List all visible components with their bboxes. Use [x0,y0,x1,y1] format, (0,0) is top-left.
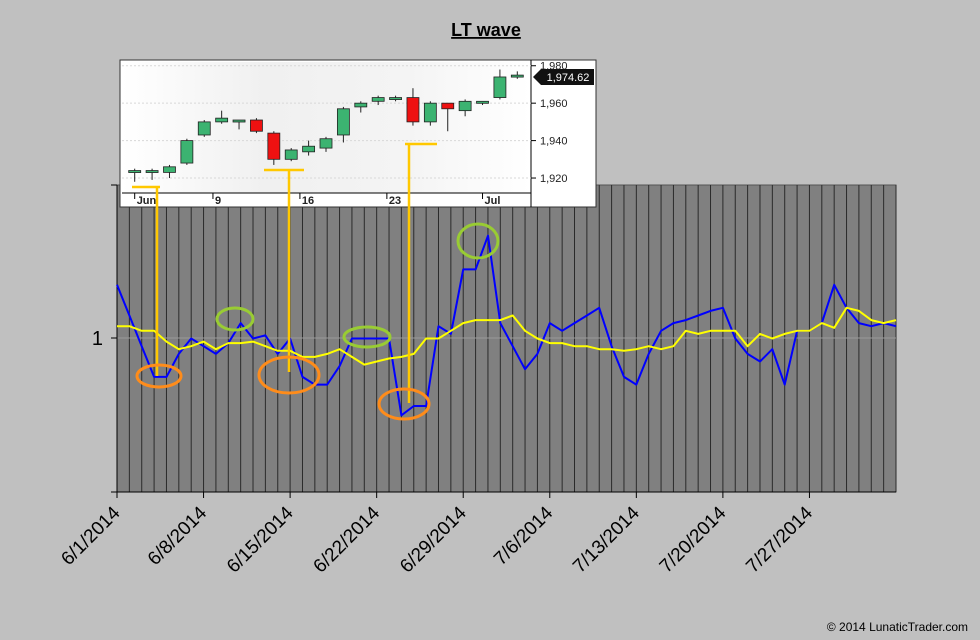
inset-date-ticks: Jun 9 16 23 Jul [134,193,501,207]
candle-body [302,145,316,153]
x-tick-label: 7/27/2014 [742,502,817,577]
inset-date-label: 9 [215,195,221,207]
inset-date-label: 16 [302,195,314,207]
candle-body [319,138,333,149]
inset-price-label: 1,920 [540,173,568,185]
candle-body [284,149,298,160]
candle-body [232,119,246,123]
candle-body [215,117,229,123]
series-line-yellow [117,306,897,366]
candle-body [250,119,263,132]
candle-body [493,76,507,98]
annotation-connectors [132,142,437,403]
candle-body [389,97,402,100]
candle-body [476,100,489,104]
x-tick-label: 6/1/2014 [57,502,124,569]
last-price-tag: 1,974.62 [533,69,594,85]
x-tick-label: 6/29/2014 [396,502,471,577]
candle-body [354,102,368,108]
orange-highlight-circle [135,363,183,389]
orange-highlight-circle [257,355,321,395]
inset-price-label: 1,940 [540,136,568,148]
x-axis-ticks: 6/1/2014 6/8/2014 6/15/2014 6/22/2014 6/29/2… [57,492,817,577]
candle-body [336,108,350,136]
last-price-tag-shape [533,69,594,85]
candle-body [197,121,211,136]
x-tick-label: 6/15/2014 [223,502,298,577]
candle-body [145,170,159,173]
green-highlight-circle [215,306,255,332]
candle-body [371,97,385,102]
candle-body [163,166,176,173]
inset-date-label: Jun [137,195,157,207]
inset-plot-area [122,62,530,193]
annotation-circles [135,222,500,421]
green-highlight-circle [456,222,500,260]
inset-date-label: Jul [485,195,501,207]
candle-body [267,132,281,160]
x-tick-label: 7/6/2014 [490,502,557,569]
candle-body [458,100,472,112]
series-layer [116,234,897,417]
y-tick-label: 1 [92,328,103,350]
x-tick-label: 6/8/2014 [144,502,211,569]
candle-body [423,102,437,123]
inset-date-label: 23 [389,195,401,207]
chart-title: LT wave [451,20,521,40]
x-tick-label: 7/20/2014 [656,502,731,577]
orange-highlight-circle [377,387,431,421]
last-price-label: 1,974.62 [547,72,590,84]
inset-candles [128,69,524,182]
candle-body [128,170,142,173]
candle-body [406,97,420,123]
x-tick-label: 7/13/2014 [569,502,644,577]
series-line-blue [116,234,897,417]
copyright-text: © 2014 LunaticTrader.com [826,620,968,634]
candle-body [510,74,524,78]
candle-body [441,102,455,110]
inset-price-label: 1,960 [540,98,568,110]
green-highlight-circle [342,325,392,349]
x-tick-label: 6/22/2014 [310,502,385,577]
candle-body [180,140,194,164]
